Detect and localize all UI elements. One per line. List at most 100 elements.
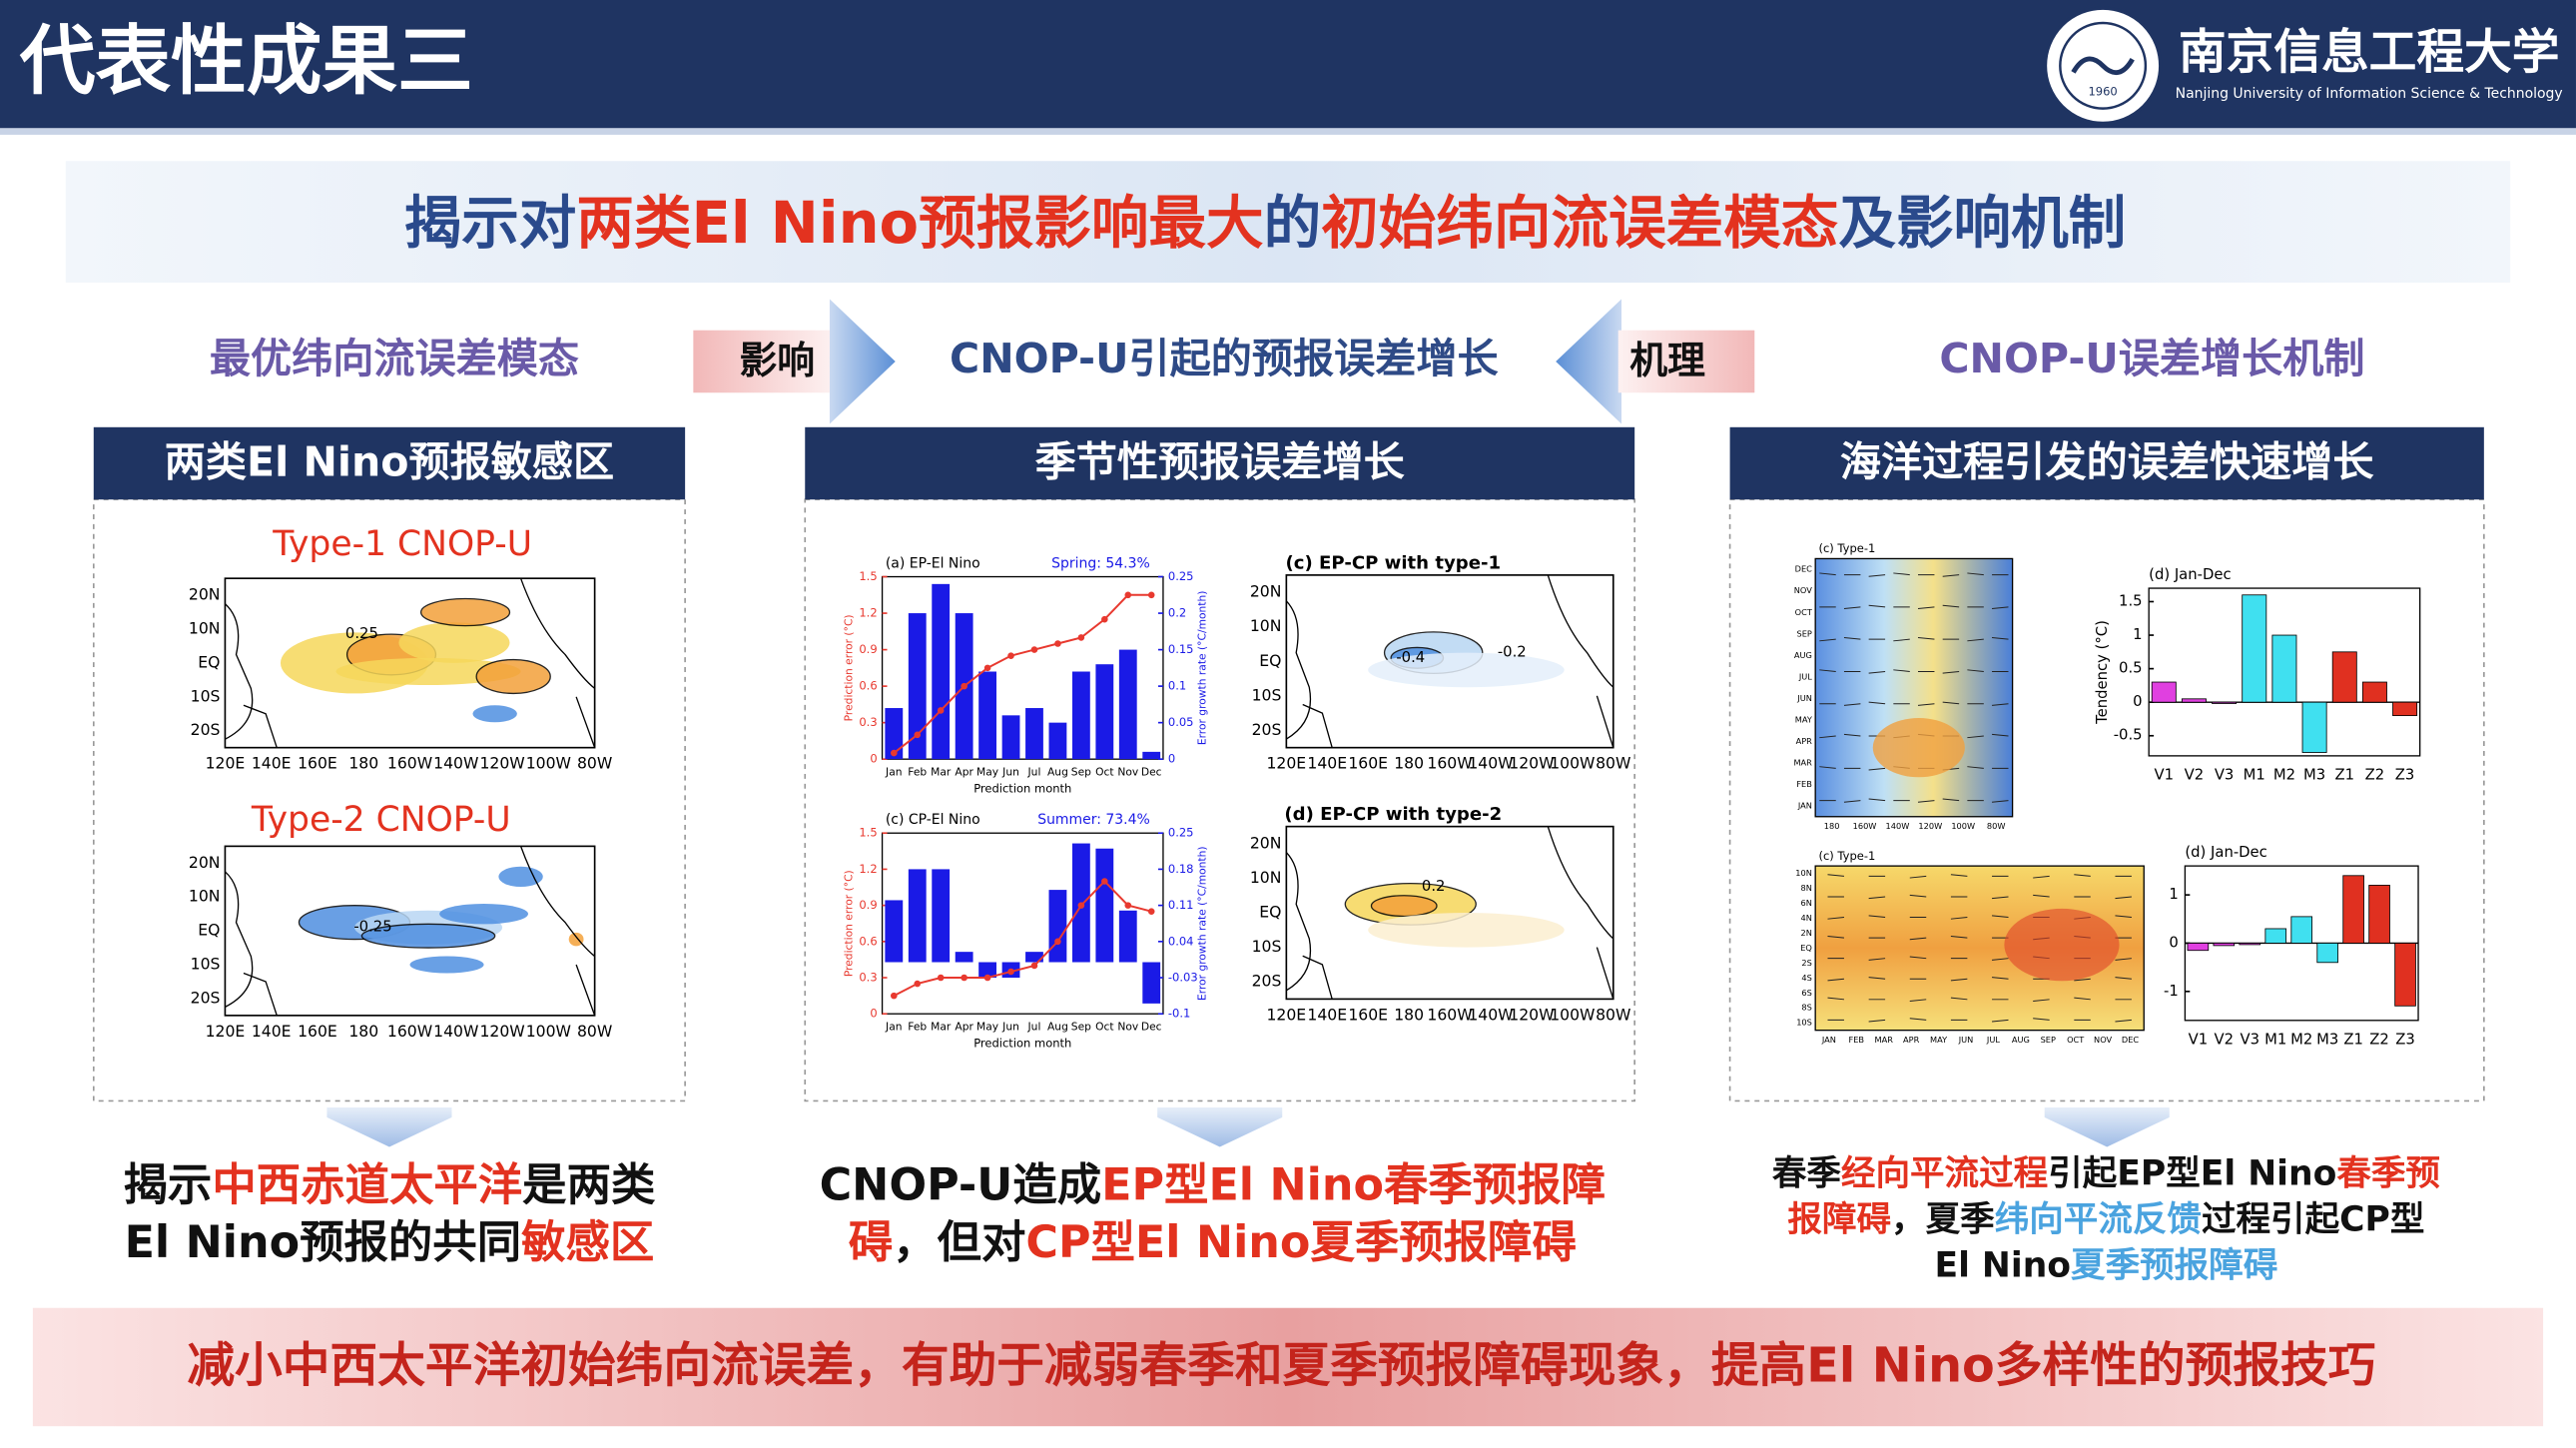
lon-label: 120W: [1509, 1005, 1554, 1024]
slide-title: 代表性成果三: [19, 17, 473, 105]
x-tick-label: Apr: [955, 1020, 973, 1033]
bar: [2368, 885, 2390, 944]
hovmoller-field: [1814, 557, 2014, 818]
bar: [1118, 910, 1137, 963]
y-label: JAN: [1797, 801, 1812, 811]
lat-label: 20N: [1250, 833, 1282, 852]
x-tick-label: Mar: [931, 765, 952, 778]
x-tick-label: Jul: [1027, 765, 1041, 778]
text-segment: 春季: [1772, 1153, 1842, 1193]
lon-label: 100W: [526, 754, 571, 773]
university-name: 南京信息工程大学: [2179, 24, 2560, 80]
lat-label: 10N: [189, 887, 221, 906]
rich-text: El Nino预报的共同敏感区: [125, 1217, 655, 1268]
x-label: SEP: [2041, 1035, 2056, 1045]
rich-text: 揭示中西赤道太平洋是两类: [124, 1160, 656, 1211]
error-point: [1054, 640, 1061, 647]
vector-arrow: [1893, 572, 1910, 576]
vector-arrow: [1893, 638, 1910, 642]
error-point: [891, 749, 898, 757]
lon-label: 160E: [298, 754, 337, 773]
flow-arrow-label: 机理: [1629, 339, 1705, 382]
text-segment: 初始纬向流误差模态: [1321, 190, 1838, 257]
x-tick-label: Nov: [1117, 765, 1138, 778]
vector-arrow: [2033, 999, 2050, 1002]
lon-label: 160W: [387, 754, 432, 773]
bottom-conclusion: 减小中西太平洋初始纬向流误差，有助于减弱春季和夏季预报障碍现象，提高El Nin…: [187, 1339, 2375, 1394]
contour-label: -0.2: [1498, 644, 1527, 661]
y-label: MAR: [1793, 757, 1812, 767]
x-tick-label: M1: [2244, 767, 2265, 784]
lon-label: 80W: [1596, 1005, 1630, 1024]
bar: [1142, 751, 1161, 760]
contour-label: -0.4: [1396, 649, 1425, 666]
y-label: OCT: [1795, 607, 1813, 617]
x-axis-label: Prediction month: [973, 1036, 1071, 1050]
y-label: 4S: [1801, 973, 1811, 983]
bar: [1095, 664, 1114, 760]
lon-label: 140W: [1468, 754, 1513, 773]
y-tick-label: 0.9: [859, 642, 877, 656]
chart-title: (c) Type-1: [1818, 541, 1875, 555]
vector-arrow: [1991, 606, 2009, 610]
contour-label: 0.25: [345, 625, 378, 642]
text-segment: CNOP-U造成: [820, 1160, 1102, 1211]
chart-annotation: Spring: 54.3%: [1051, 555, 1150, 571]
text-segment: 夏季预报障碍: [2071, 1245, 2277, 1285]
university-name-en: Nanjing University of Information Scienc…: [2176, 86, 2563, 102]
x-tick-label: M3: [2316, 1032, 2338, 1049]
x-label: OCT: [2067, 1035, 2085, 1045]
map-title: Type-2 CNOP-U: [251, 800, 511, 840]
vector-arrow: [1843, 733, 1861, 737]
error-point: [1030, 962, 1038, 970]
error-point: [1124, 591, 1132, 599]
y2-tick-label: 0.11: [1168, 898, 1194, 912]
lon-label: 120E: [206, 754, 246, 773]
text-segment: 碍: [849, 1217, 893, 1268]
anomaly-area: [1370, 895, 1438, 918]
error-point: [1101, 615, 1108, 623]
error-point: [1077, 634, 1085, 641]
y-label: MAY: [1795, 714, 1813, 724]
y-tick-label: 0.6: [859, 679, 877, 693]
lon-label: 160E: [1348, 754, 1388, 773]
vector-arrow: [1917, 703, 1935, 706]
lat-label: 20N: [1250, 582, 1282, 601]
x-axis-label: Prediction month: [973, 781, 1071, 795]
y2-tick-label: 0.15: [1168, 642, 1194, 656]
vector-arrow: [1950, 997, 1968, 1001]
vector-arrow: [1950, 874, 1968, 877]
y-label: 8S: [1801, 1003, 1811, 1013]
y-label: 10S: [1796, 1018, 1812, 1028]
lon-label: 160W: [1427, 754, 1472, 773]
coastline: [224, 871, 278, 1017]
bar: [2342, 875, 2364, 944]
vector-arrow: [1868, 574, 1886, 577]
bar: [1095, 848, 1114, 963]
x-tick-label: Feb: [908, 765, 927, 778]
y-tick-label: 0.3: [859, 715, 877, 729]
error-point: [1077, 902, 1085, 909]
bar: [908, 869, 927, 963]
rich-text: El Nino夏季预报障碍: [1934, 1245, 2277, 1285]
panel-title-bar: [805, 426, 1635, 500]
bar: [978, 962, 997, 979]
lon-label: 80W: [577, 1022, 612, 1041]
error-line: [893, 880, 1152, 997]
y2-tick-label: 0.1: [1168, 679, 1186, 693]
text-segment: 过程引起CP型: [2202, 1199, 2424, 1239]
lon-label: 120E: [206, 1022, 246, 1041]
bar: [2301, 701, 2327, 753]
y-label: AUG: [1794, 650, 1812, 660]
vector-arrow: [2115, 958, 2132, 961]
x-tick-label: Nov: [1117, 1020, 1138, 1033]
text-segment: CP型El Nino夏季预报障碍: [1025, 1217, 1576, 1268]
map-title: (d) EP-CP with type-2: [1284, 804, 1502, 825]
vector-arrow: [1950, 917, 1968, 920]
vector-arrow: [1868, 670, 1886, 674]
vector-arrow: [1827, 935, 1845, 939]
anomaly-area: [335, 657, 521, 685]
vector-arrow: [1868, 604, 1886, 608]
vector-arrow: [1991, 800, 2009, 803]
lat-label: 10S: [191, 955, 221, 974]
